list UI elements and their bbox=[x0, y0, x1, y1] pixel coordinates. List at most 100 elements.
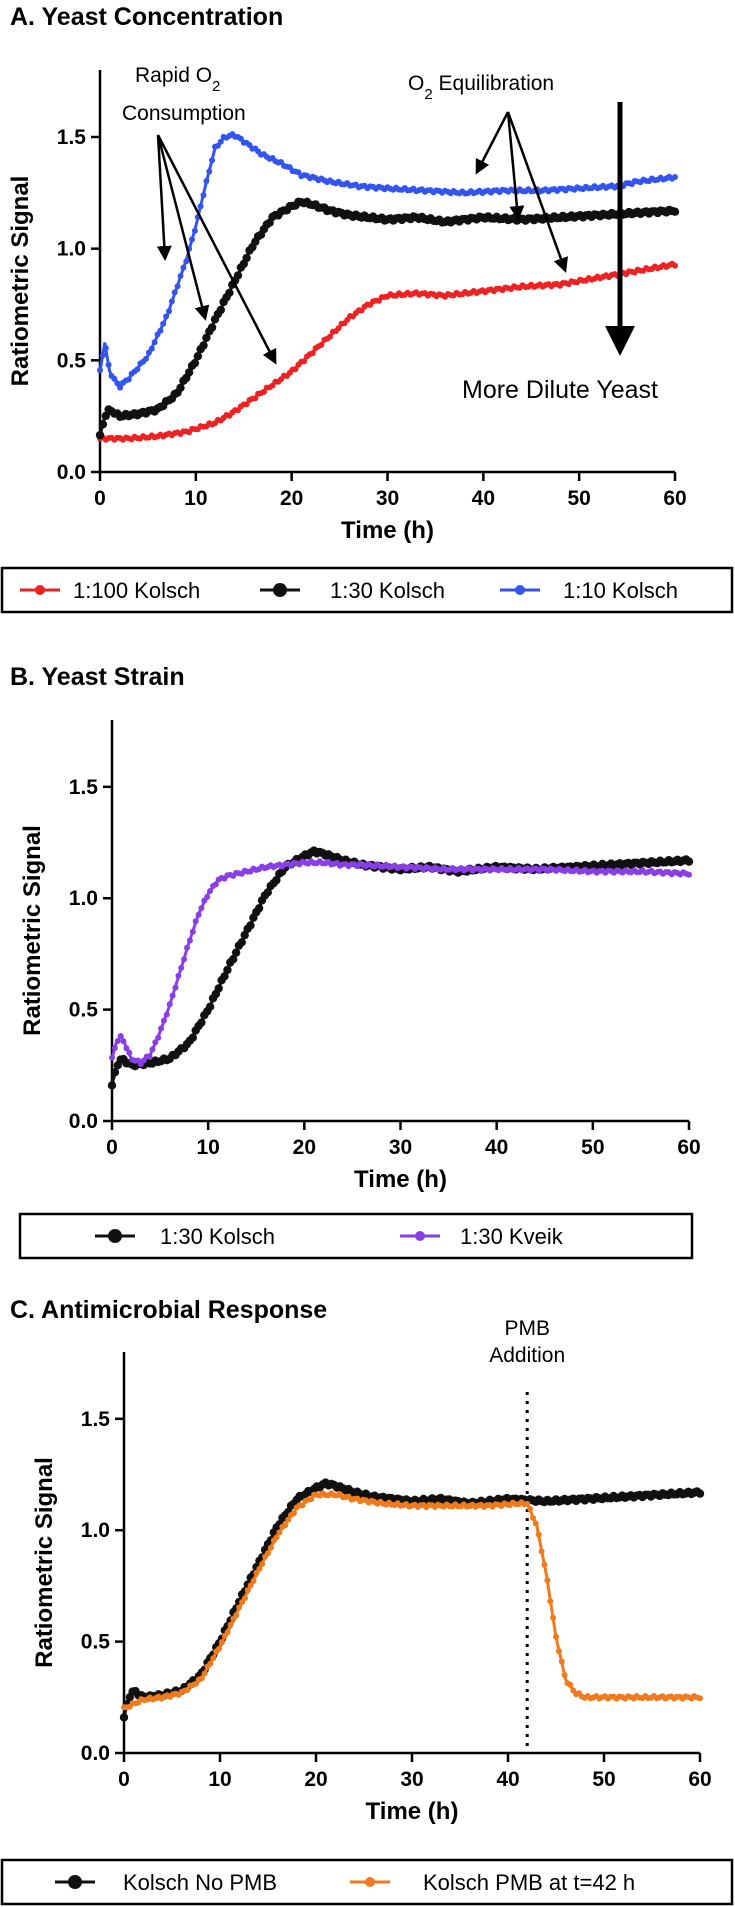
data-point bbox=[143, 355, 149, 362]
data-point bbox=[114, 1038, 121, 1044]
data-point bbox=[207, 888, 214, 894]
data-point bbox=[177, 273, 184, 279]
data-point bbox=[168, 298, 175, 305]
y-axis-label: Ratiometric Signal bbox=[31, 1457, 58, 1668]
data-point bbox=[285, 1516, 292, 1523]
data-point bbox=[672, 262, 678, 269]
legend-swatch-marker bbox=[273, 583, 287, 597]
legend-entry: 1:100 Kolsch bbox=[73, 578, 200, 603]
data-point bbox=[327, 333, 333, 340]
x-axis-label: Time (h) bbox=[354, 1166, 447, 1193]
data-point bbox=[188, 1033, 197, 1042]
data-point bbox=[146, 1053, 153, 1060]
data-point bbox=[276, 1529, 283, 1536]
data-point bbox=[184, 368, 194, 377]
y-tick-label: 0.5 bbox=[81, 1631, 111, 1654]
data-point bbox=[171, 289, 178, 296]
legend-box bbox=[0, 566, 734, 614]
annotation-arrow bbox=[506, 111, 568, 273]
data-point bbox=[102, 345, 109, 352]
data-point bbox=[242, 253, 251, 263]
data-point bbox=[224, 1629, 231, 1636]
data-point bbox=[227, 1621, 234, 1628]
data-point bbox=[218, 1639, 225, 1646]
data-point bbox=[201, 1670, 208, 1677]
legend-box bbox=[18, 1212, 694, 1260]
data-point bbox=[189, 236, 195, 243]
data-point bbox=[172, 984, 179, 991]
data-point bbox=[151, 339, 158, 346]
data-point bbox=[169, 992, 176, 999]
data-point bbox=[152, 1039, 159, 1046]
data-point bbox=[216, 1645, 222, 1652]
x-tick-label: 40 bbox=[496, 1768, 519, 1791]
data-point bbox=[95, 430, 105, 440]
data-point bbox=[273, 1534, 280, 1541]
y-tick-label: 1.0 bbox=[57, 238, 86, 261]
data-point bbox=[223, 965, 232, 975]
data-point bbox=[111, 375, 118, 382]
data-point bbox=[672, 174, 678, 180]
data-point bbox=[203, 178, 210, 184]
data-point bbox=[166, 308, 172, 315]
x-axis-label: Time (h) bbox=[341, 517, 434, 544]
data-point bbox=[176, 383, 185, 392]
y-tick-label: 0.0 bbox=[57, 461, 86, 484]
annotation-more-dilute: More Dilute Yeast bbox=[462, 376, 658, 404]
x-tick-label: 0 bbox=[106, 1136, 118, 1159]
annotation-arrow bbox=[475, 111, 510, 175]
data-point bbox=[246, 921, 255, 930]
annotation-consumption: Consumption bbox=[122, 102, 246, 125]
data-point bbox=[524, 1500, 531, 1507]
data-point bbox=[197, 203, 204, 210]
series-1-100-kolsch bbox=[97, 260, 678, 443]
data-point bbox=[247, 1582, 254, 1589]
data-point bbox=[220, 972, 229, 981]
data-point bbox=[195, 911, 202, 918]
data-point bbox=[105, 361, 112, 368]
data-point bbox=[541, 1561, 548, 1568]
data-point bbox=[558, 1658, 565, 1665]
data-point bbox=[186, 937, 193, 944]
data-point bbox=[225, 288, 234, 297]
panel-title: B. Yeast Strain bbox=[10, 663, 185, 691]
data-point bbox=[252, 395, 259, 402]
legend-box bbox=[0, 1858, 734, 1906]
data-point bbox=[160, 320, 167, 327]
data-point bbox=[198, 905, 205, 912]
data-point bbox=[335, 325, 342, 332]
data-point bbox=[544, 1577, 551, 1584]
series-1-30-kveik bbox=[109, 858, 692, 1068]
chart-panel-2: B. Yeast Strain 0 10 20 30 40 50 60 0.0 0.5 1.0 1.5… bbox=[10, 663, 701, 1260]
legend-swatch-marker bbox=[415, 1231, 425, 1241]
legend-entry: 1:10 Kolsch bbox=[563, 578, 678, 603]
data-point bbox=[308, 1496, 315, 1503]
data-point bbox=[318, 341, 325, 348]
annotation-arrow bbox=[156, 134, 277, 365]
data-point bbox=[166, 1001, 173, 1008]
x-tick-label: 50 bbox=[567, 487, 590, 510]
legend: 1:30 Kolsch 1:30 Kveik bbox=[18, 1212, 694, 1260]
annotations: Rapid O2 Consumption O2 Equilibration More … bbox=[122, 64, 658, 404]
data-point bbox=[686, 871, 692, 878]
data-point bbox=[148, 345, 155, 352]
data-point bbox=[233, 271, 243, 280]
data-point bbox=[550, 1614, 557, 1621]
x-axis-label: Time (h) bbox=[366, 1798, 459, 1825]
data-point bbox=[178, 964, 185, 971]
data-point bbox=[555, 1648, 562, 1655]
data-point bbox=[272, 875, 281, 885]
y-tick-label: 1.0 bbox=[69, 887, 98, 910]
y-tick-label: 0.0 bbox=[81, 1742, 110, 1765]
data-point bbox=[684, 857, 694, 866]
data-point bbox=[244, 1587, 251, 1594]
data-point bbox=[189, 928, 196, 935]
data-point bbox=[199, 341, 208, 350]
series-line bbox=[123, 1493, 700, 1710]
annotation-arrow bbox=[156, 134, 172, 261]
annotation-arrow bbox=[506, 111, 525, 221]
data-point bbox=[233, 1612, 240, 1619]
data-point bbox=[101, 411, 111, 421]
data-point bbox=[191, 227, 198, 234]
